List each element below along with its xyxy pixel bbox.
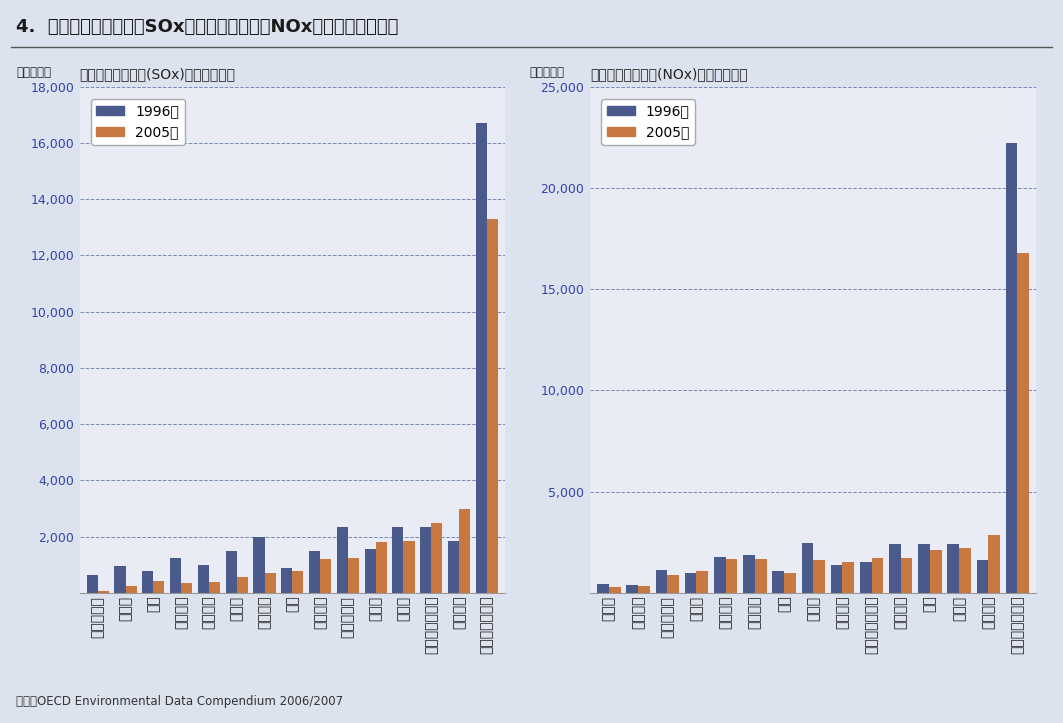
Text: 各国の硫黄酸化物(SOx)排出量の推移: 各国の硫黄酸化物(SOx)排出量の推移 (80, 67, 236, 82)
Bar (813, 560, 825, 593)
Bar (237, 578, 248, 593)
Bar (696, 570, 708, 593)
Bar (726, 560, 738, 593)
Bar (375, 542, 387, 593)
Bar (743, 555, 755, 593)
Bar (830, 565, 842, 593)
Bar (198, 565, 209, 593)
Bar (918, 544, 930, 593)
Bar (448, 541, 459, 593)
Bar (265, 573, 275, 593)
Bar (773, 570, 784, 593)
Bar (170, 557, 181, 593)
Bar (930, 550, 942, 593)
Bar (860, 562, 872, 593)
Bar (253, 536, 265, 593)
Bar (282, 568, 292, 593)
Bar (432, 523, 442, 593)
Bar (392, 527, 404, 593)
Bar (459, 508, 470, 593)
Bar (153, 581, 165, 593)
Bar (872, 558, 883, 593)
Bar (309, 551, 320, 593)
Bar (476, 124, 487, 593)
Bar (365, 549, 375, 593)
Legend: 1996年, 2005年: 1996年, 2005年 (602, 99, 695, 145)
Bar (1017, 253, 1029, 593)
Bar (977, 560, 989, 593)
Bar (714, 557, 726, 593)
Bar (947, 544, 959, 593)
Bar (181, 583, 192, 593)
Bar (87, 576, 98, 593)
Text: （千トン）: （千トン） (529, 66, 564, 79)
Text: 4.  各国の硫黄酸化物（SOx）と窒素酸化物（NOx）の排出量の推移: 4. 各国の硫黄酸化物（SOx）と窒素酸化物（NOx）の排出量の推移 (16, 18, 399, 36)
Bar (609, 587, 621, 593)
Bar (656, 570, 668, 593)
Bar (597, 583, 609, 593)
Bar (487, 219, 497, 593)
Bar (320, 559, 332, 593)
Bar (959, 548, 971, 593)
Bar (668, 575, 679, 593)
Bar (420, 527, 432, 593)
Bar (626, 585, 638, 593)
Bar (115, 566, 125, 593)
Text: 資料：OECD Environmental Data Compendium 2006/2007: 資料：OECD Environmental Data Compendium 20… (16, 695, 343, 708)
Bar (685, 573, 696, 593)
Bar (337, 527, 348, 593)
Bar (842, 562, 854, 593)
Bar (1006, 143, 1017, 593)
Bar (348, 557, 359, 593)
Bar (209, 581, 220, 593)
Bar (225, 551, 237, 593)
Bar (755, 560, 766, 593)
Bar (784, 573, 796, 593)
Bar (889, 544, 900, 593)
Bar (125, 586, 137, 593)
Text: 各国の窒素酸化物(NOx)排出量の推移: 各国の窒素酸化物(NOx)排出量の推移 (590, 67, 747, 82)
Bar (802, 543, 813, 593)
Text: （千トン）: （千トン） (16, 66, 51, 79)
Bar (638, 586, 649, 593)
Bar (292, 571, 303, 593)
Legend: 1996年, 2005年: 1996年, 2005年 (91, 99, 185, 145)
Bar (404, 541, 415, 593)
Bar (989, 535, 1000, 593)
Bar (900, 558, 912, 593)
Bar (142, 571, 153, 593)
Bar (98, 591, 108, 593)
